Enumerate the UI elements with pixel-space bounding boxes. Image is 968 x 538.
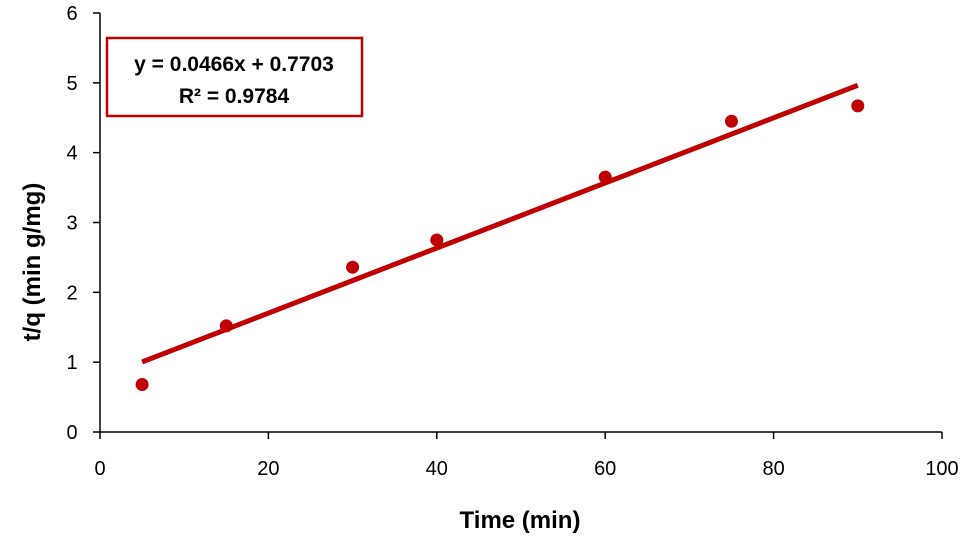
data-point: [135, 378, 149, 392]
data-point: [725, 114, 738, 128]
y-ticks: 0 1 2 3 4 5 6: [66, 3, 100, 444]
data-point: [346, 260, 360, 274]
trendline: [141, 82, 859, 365]
equation-box: y = 0.0466x + 0.7703 R² = 0.9784: [105, 36, 364, 118]
x-ticks: 0 20 40 60 80 100: [94, 432, 959, 480]
x-tick-label: 0: [94, 458, 105, 480]
y-tick-label: 1: [66, 352, 77, 374]
x-tick-label: 20: [257, 458, 279, 480]
y-tick-label: 0: [66, 422, 77, 444]
y-tick-label: 6: [66, 3, 77, 25]
trendline-group: [141, 82, 859, 365]
data-point: [430, 233, 444, 247]
data-point: [851, 99, 865, 113]
data-point: [598, 170, 612, 184]
y-tick-label: 4: [66, 143, 77, 165]
x-tick-label: 100: [925, 458, 958, 480]
x-tick-label: 60: [594, 458, 616, 480]
data-points: [135, 99, 865, 392]
trendline-equation: y = 0.0466x + 0.7703: [134, 53, 334, 76]
x-axis-title: Time (min): [460, 507, 581, 534]
x-tick-label: 40: [426, 458, 448, 480]
x-tick-label: 80: [762, 458, 784, 480]
y-tick-label: 5: [66, 73, 77, 95]
r-squared-label: R² = 0.9784: [179, 85, 290, 108]
equation-box-border: [105, 36, 364, 118]
y-tick-label: 3: [66, 213, 77, 235]
y-axis-title: t/q (min g/mg): [19, 183, 46, 342]
y-tick-label: 2: [66, 282, 77, 304]
data-point: [219, 319, 233, 333]
